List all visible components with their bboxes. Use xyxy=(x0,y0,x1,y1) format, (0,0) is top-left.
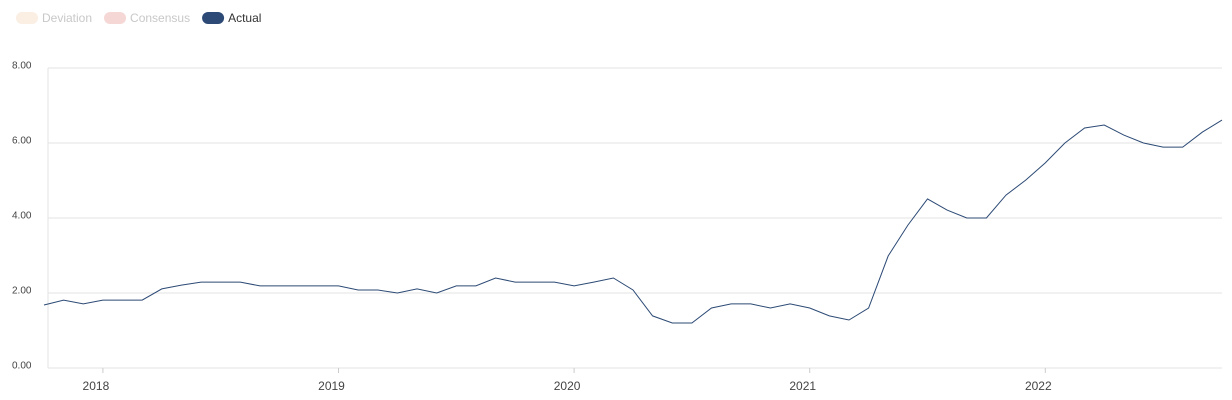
legend-label[interactable]: Consensus xyxy=(130,11,190,25)
x-tick-label: 2022 xyxy=(1025,379,1052,393)
y-tick-label: 8.00 xyxy=(12,61,32,72)
y-tick-label: 2.00 xyxy=(12,286,32,297)
x-tick-label: 2021 xyxy=(789,379,816,393)
y-tick-label: 0.00 xyxy=(12,361,32,372)
x-tick-label: 2019 xyxy=(318,379,345,393)
legend-label[interactable]: Deviation xyxy=(42,11,92,25)
legend-swatch[interactable] xyxy=(202,12,225,24)
y-tick-label: 4.00 xyxy=(12,211,32,222)
legend-swatch[interactable] xyxy=(16,12,38,24)
x-tick-label: 2020 xyxy=(554,379,581,393)
x-tick-label: 2018 xyxy=(83,379,110,393)
series-line xyxy=(43,119,1223,324)
legend-label[interactable]: Actual xyxy=(228,11,261,25)
y-tick-label: 6.00 xyxy=(12,136,32,147)
legend-swatch[interactable] xyxy=(104,12,127,24)
